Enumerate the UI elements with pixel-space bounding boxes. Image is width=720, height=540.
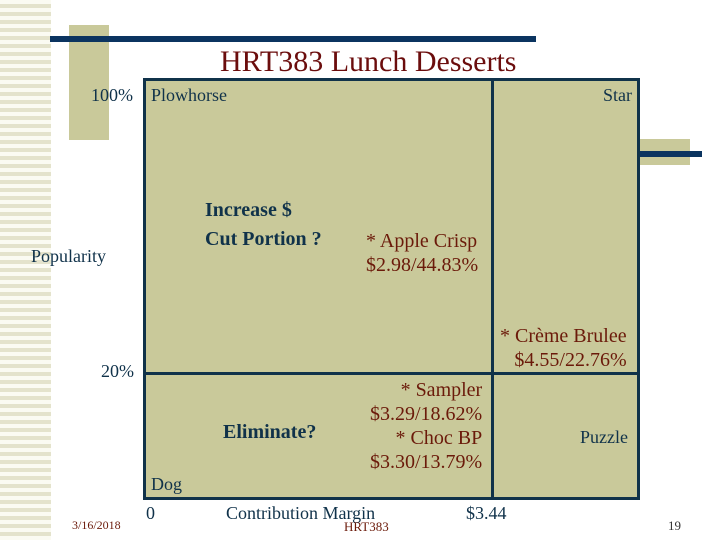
- item-sampler: * Sampler $3.29/18.62%: [370, 378, 482, 426]
- item-name: * Apple Crisp: [366, 230, 478, 252]
- quadrant-plowhorse-label: Plowhorse: [151, 85, 227, 105]
- plowhorse-action-line2: Cut Portion ?: [205, 228, 322, 250]
- y-axis-label: Popularity: [31, 246, 106, 266]
- decorative-bar-right: [640, 151, 702, 157]
- decorative-stripes: [0, 0, 51, 540]
- item-apple-crisp: * Apple Crisp $2.98/44.83%: [366, 229, 478, 277]
- plowhorse-action-line1: Increase $: [205, 199, 292, 221]
- footer-course: HRT383: [344, 519, 389, 534]
- item-value: $3.30/13.79%: [370, 451, 483, 473]
- quadrant-puzzle-label: Puzzle: [580, 427, 628, 447]
- item-value: $4.55/22.76%: [514, 349, 627, 371]
- item-name: * Sampler: [400, 379, 483, 401]
- item-name: * Crème Brulee: [500, 325, 627, 347]
- vertical-divider: [491, 78, 494, 500]
- item-creme-brulee: * Crème Brulee $4.55/22.76%: [500, 324, 627, 372]
- quadrant-dog-label: Dog: [151, 474, 182, 494]
- decorative-block-left: [69, 25, 109, 140]
- x-axis-label: Contribution Margin: [226, 503, 376, 523]
- item-value: $3.29/18.62%: [370, 403, 483, 425]
- page-number: 19: [668, 518, 681, 533]
- item-value: $2.98/44.83%: [366, 254, 479, 276]
- x-axis-mid-tick: $3.44: [466, 503, 507, 523]
- quadrant-star-label: Star: [603, 85, 632, 105]
- horizontal-divider: [143, 372, 640, 375]
- item-choc-bp: * Choc BP $3.30/13.79%: [370, 426, 482, 474]
- slide-title: HRT383 Lunch Desserts: [220, 45, 517, 78]
- y-axis-mid-tick: 20%: [101, 361, 134, 381]
- x-axis-origin-tick: 0: [146, 503, 155, 523]
- dog-action: Eliminate?: [223, 421, 317, 443]
- y-axis-top-tick: 100%: [91, 85, 133, 105]
- item-name: * Choc BP: [395, 427, 483, 449]
- title-underline-bar: [50, 36, 536, 42]
- footer-date: 3/16/2018: [72, 518, 121, 532]
- menu-engineering-matrix: [143, 78, 640, 500]
